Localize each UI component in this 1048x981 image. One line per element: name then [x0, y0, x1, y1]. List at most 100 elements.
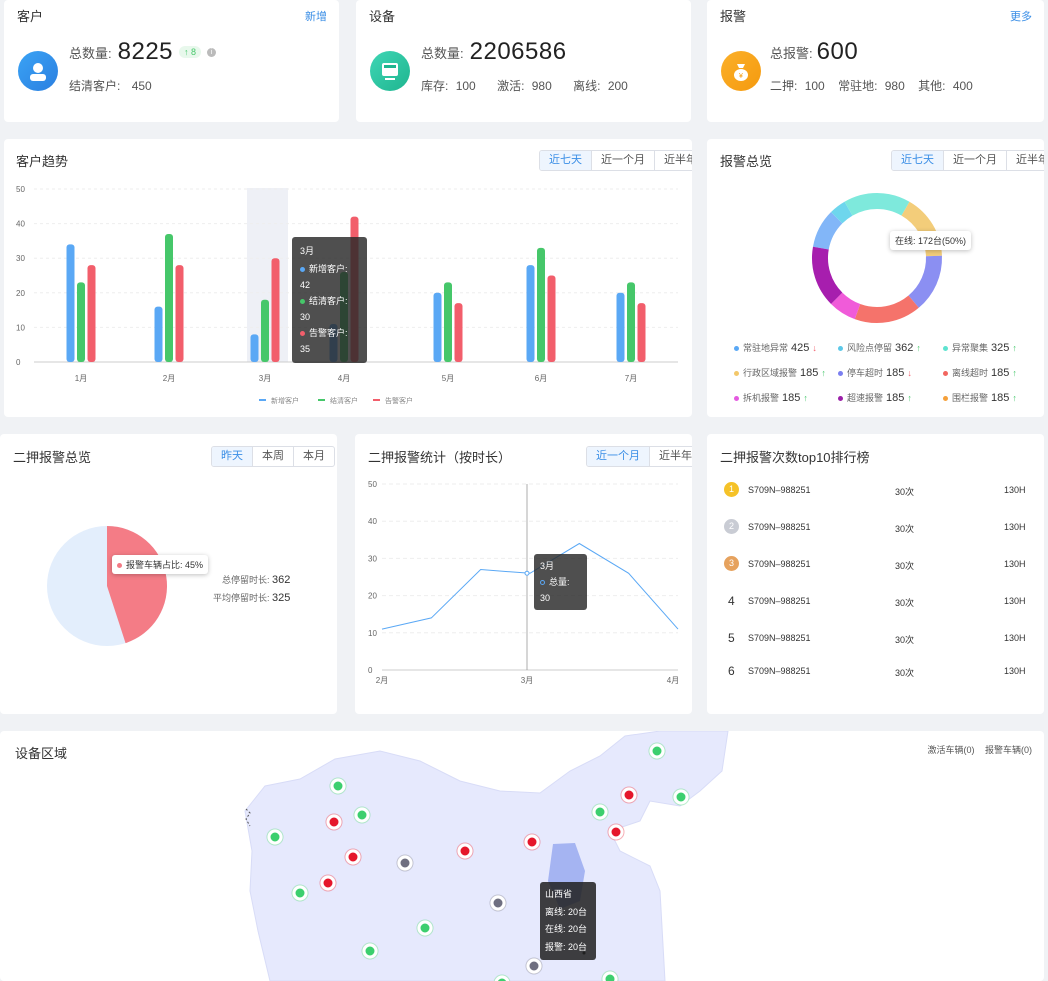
ranking-card: 二押报警次数top10排行榜 1 S709N–988251 30次 130H 2 S709…	[707, 434, 1044, 714]
alarm-total: 600	[816, 38, 859, 65]
legend-item[interactable]: 离线超时 185 ↑	[943, 366, 1017, 379]
bar-告警客户	[87, 265, 96, 362]
legend-dot	[838, 371, 843, 377]
china-map[interactable]	[0, 731, 1044, 981]
y-tick-label: 30	[368, 554, 377, 563]
bar-结清客户	[165, 233, 173, 362]
legend-item[interactable]: 拆机报警 185 ↑	[734, 391, 808, 404]
active-label: 激活:	[497, 79, 525, 93]
donut-slice-异常聚集	[844, 193, 910, 216]
alarm-vehicles-link[interactable]: 报警车辆(0)	[985, 745, 1032, 755]
province-online: 在线: 20台	[545, 924, 588, 934]
ranking-row[interactable]: 4 S709N–988251 30次 130H	[707, 592, 1044, 612]
x-tick-label: 4月	[338, 374, 350, 383]
alarm-card: 报警 更多 ¥ 总报警: 600 二押: 100 常驻地: 980 其他: 40…	[707, 0, 1044, 122]
add-customer-link[interactable]: 新增	[305, 11, 327, 23]
legend-value: 185	[991, 392, 1010, 404]
tab-1month[interactable]: 近一个月	[943, 151, 1006, 170]
alarm-count: 30次	[895, 635, 915, 645]
info-icon[interactable]: i	[207, 47, 217, 57]
legend-label: 围栏报警	[952, 393, 989, 403]
device-marker	[294, 887, 306, 899]
tab-1month[interactable]: 近一个月	[587, 447, 650, 466]
customer-total: 8225	[117, 38, 174, 65]
alarm-hours: 130H	[1004, 596, 1026, 606]
total-label: 总数量:	[69, 45, 112, 61]
device-marker	[322, 877, 334, 889]
legend-label: 行政区域报警	[743, 368, 798, 378]
legend-item[interactable]: 风险点停留 362 ↑	[838, 341, 921, 354]
tooltip-title: 3月	[300, 246, 315, 256]
legend-dot	[943, 371, 948, 377]
bar-新增客户	[433, 292, 442, 362]
tab-halfyear[interactable]: 近半年	[1006, 151, 1044, 170]
donut-slice-风险点停留	[831, 201, 853, 224]
province-offline: 离线: 20台	[545, 906, 588, 917]
bar-新增客户	[616, 292, 625, 362]
tab-halfyear[interactable]: 近半年	[654, 151, 692, 170]
legend-value: 185	[800, 367, 819, 379]
more-link[interactable]: 更多	[1010, 11, 1032, 23]
device-icon	[370, 51, 410, 91]
overview-range-tabs: 近七天 近一个月 近半年	[891, 150, 1044, 171]
pledge-range-tabs: 昨天 本周 本月	[211, 446, 335, 467]
legend-item[interactable]: 超速报警 185 ↑	[838, 391, 912, 404]
medal-icon: 3	[724, 556, 739, 571]
trend-arrow-icon: ↑	[907, 393, 912, 403]
legend-swatch	[318, 399, 325, 401]
ranking-row[interactable]: 1 S709N–988251 30次 130H	[707, 481, 1044, 501]
card-title: 设备区域	[15, 746, 68, 761]
device-marker	[419, 922, 431, 934]
customer-trend-card: 客户趋势 近七天 近一个月 近半年 0 10 20 30 40 50 1月 2月 3月 4月 5月 6…	[4, 139, 692, 417]
bar-结清客户	[261, 299, 269, 362]
ranking-row[interactable]: 6 S709N–988251 30次 130H	[707, 662, 1044, 682]
card-title: 设备	[369, 9, 396, 24]
tab-halfyear[interactable]: 近半年	[649, 447, 692, 466]
legend-dot	[838, 396, 843, 402]
bar-告警客户	[637, 303, 646, 362]
x-tick-label: 1月	[75, 374, 87, 383]
legend-dot	[734, 396, 739, 402]
legend-item[interactable]: 异常聚集 325 ↑	[943, 341, 1017, 354]
legend-label: 拆机报警	[743, 393, 780, 403]
tab-this-month[interactable]: 本月	[293, 447, 334, 466]
alarm-hours: 130H	[1004, 485, 1026, 495]
bar-告警客户	[547, 275, 556, 362]
legend-item[interactable]: 停车超时 185 ↓	[838, 366, 912, 379]
legend-value: 185	[886, 367, 905, 379]
ranking-row[interactable]: 2 S709N–988251 30次 130H	[707, 518, 1044, 538]
tab-7days[interactable]: 近七天	[892, 151, 944, 170]
card-title: 二押报警总览	[13, 450, 92, 465]
ranking-row[interactable]: 5 S709N–988251 30次 130H	[707, 629, 1044, 649]
legend-item[interactable]: 行政区域报警 185 ↑	[734, 366, 826, 379]
device-marker	[651, 745, 663, 757]
ranking-row[interactable]: 3 S709N–988251 30次 130H	[707, 555, 1044, 575]
tab-this-week[interactable]: 本周	[252, 447, 293, 466]
device-marker	[496, 977, 508, 981]
tab-yesterday[interactable]: 昨天	[212, 447, 253, 466]
legend-value: 325	[991, 342, 1010, 354]
legend-swatch	[373, 399, 380, 401]
legend-item[interactable]: 围栏报警 185 ↑	[943, 391, 1017, 404]
tab-1month[interactable]: 近一个月	[591, 151, 654, 170]
device-marker	[604, 973, 616, 981]
bar-结清客户	[77, 282, 85, 362]
other-value: 400	[952, 79, 973, 93]
pledge-overview-card: 二押报警总览 昨天 本周 本月 报警车辆占比: 45% 总停留时长: 362 平…	[0, 434, 337, 714]
alarm-hours: 130H	[1004, 522, 1026, 532]
tooltip-row: 结清客户: 30	[300, 293, 359, 325]
legend-label: 常驻地异常	[743, 343, 789, 353]
y-tick-label: 10	[368, 629, 377, 638]
offline-label: 离线:	[573, 79, 601, 93]
legend-swatch	[259, 399, 266, 401]
card-title: 报警	[720, 9, 747, 24]
y-tick-label: 0	[16, 358, 21, 367]
active-vehicles-link[interactable]: 激活车辆(0)	[927, 745, 975, 755]
tooltip-row: 告警客户: 35	[300, 325, 359, 357]
donut-slice-常驻地异常	[812, 212, 843, 250]
cleared-label: 结清客户:	[69, 79, 121, 93]
tooltip-title: 3月	[540, 561, 555, 571]
trend-arrow-icon: ↑	[1012, 393, 1017, 403]
device-marker	[269, 831, 281, 843]
legend-item[interactable]: 常驻地异常 425 ↓	[734, 341, 817, 354]
